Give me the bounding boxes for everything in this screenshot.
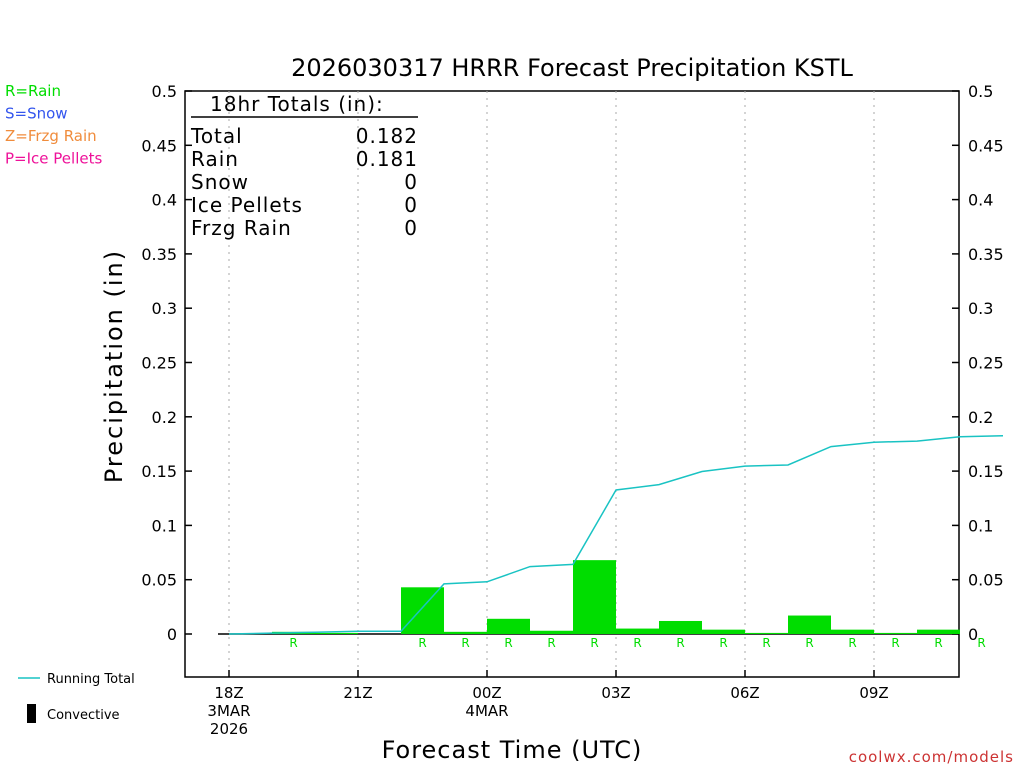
y-tick-label-left: 0.1 bbox=[152, 516, 177, 535]
precip-type-label: R bbox=[934, 636, 942, 650]
totals-row-value: 0 bbox=[404, 216, 418, 240]
credit-text: coolwx.com/models bbox=[849, 748, 1014, 766]
convective-legend-label: Convective bbox=[47, 708, 120, 723]
rain-bar bbox=[917, 629, 960, 634]
totals-row-label: Total bbox=[190, 124, 243, 148]
rain-bar bbox=[530, 630, 573, 634]
y-tick-label-left: 0 bbox=[167, 625, 177, 644]
y-tick-label-left: 0.15 bbox=[141, 462, 177, 481]
precip-type-legend-item: P=Ice Pellets bbox=[5, 150, 102, 168]
precip-type-legend-item: S=Snow bbox=[5, 105, 68, 123]
totals-heading: 18hr Totals (in): bbox=[210, 92, 384, 116]
rain-bar bbox=[444, 631, 487, 634]
y-tick-label-left: 0.5 bbox=[152, 82, 177, 101]
y-tick-label-left: 0.05 bbox=[141, 571, 177, 590]
precip-type-label: R bbox=[590, 636, 598, 650]
rain-bars bbox=[272, 560, 960, 634]
x-tick-label: 09Z bbox=[859, 684, 888, 702]
running-total-line bbox=[228, 434, 1004, 635]
totals-row-label: Rain bbox=[191, 147, 239, 171]
y-tick-label-right: 0.1 bbox=[968, 516, 993, 535]
totals-row-label: Snow bbox=[191, 170, 249, 194]
totals-row-label: Frzg Rain bbox=[191, 216, 292, 240]
precip-type-label: R bbox=[977, 636, 985, 650]
rain-bar bbox=[659, 620, 702, 634]
totals-row-value: 0.181 bbox=[356, 147, 418, 171]
precip-type-label: R bbox=[633, 636, 641, 650]
y-tick-label-left: 0.45 bbox=[141, 136, 177, 155]
totals-row-value: 0 bbox=[404, 170, 418, 194]
precip-type-label: R bbox=[676, 636, 684, 650]
convective-legend-swatch bbox=[27, 704, 36, 723]
totals-row-value: 0.182 bbox=[356, 124, 418, 148]
y-tick-label-left: 0.3 bbox=[152, 299, 177, 318]
plot-frame bbox=[184, 90, 960, 678]
totals-row-label: Ice Pellets bbox=[191, 193, 303, 217]
rain-bar bbox=[487, 618, 530, 634]
x-tick-label: 03Z bbox=[601, 684, 630, 702]
y-tick-label-left: 0.2 bbox=[152, 408, 177, 427]
y-axis-right: 0.5 0.45 0.4 0.35 0.3 0.25 0.2 0.15 0.1 0.05 0 bbox=[952, 82, 1004, 644]
y-tick-label-right: 0.2 bbox=[968, 408, 993, 427]
x-tick-label: 21Z bbox=[343, 684, 372, 702]
x-tick-label: 3MAR bbox=[207, 702, 250, 720]
grid-lines bbox=[228, 91, 875, 677]
rain-bar bbox=[788, 615, 831, 634]
y-tick-label-right: 0 bbox=[968, 625, 978, 644]
y-tick-label-left: 0.25 bbox=[141, 354, 177, 373]
precip-type-label: R bbox=[891, 636, 899, 650]
chart-title: 2026030317 HRRR Forecast Precipitation K… bbox=[291, 54, 853, 82]
y-tick-label-right: 0.05 bbox=[968, 571, 1004, 590]
precip-type-label: R bbox=[805, 636, 813, 650]
rain-bar bbox=[831, 629, 874, 634]
rain-bar bbox=[702, 629, 745, 634]
y-tick-label-right: 0.25 bbox=[968, 354, 1004, 373]
x-axis-label: Forecast Time (UTC) bbox=[382, 736, 643, 764]
x-tick-label: 2026 bbox=[210, 720, 248, 738]
rain-bar bbox=[874, 632, 917, 634]
y-tick-label-left: 0.35 bbox=[141, 245, 177, 264]
precip-type-label: R bbox=[547, 636, 555, 650]
x-tick-label: 00Z bbox=[472, 684, 501, 702]
rain-bar bbox=[616, 628, 659, 634]
rain-bar bbox=[745, 632, 788, 634]
y-tick-label-left: 0.4 bbox=[152, 191, 177, 210]
y-axis-label: Precipitation (in) bbox=[100, 249, 128, 483]
y-tick-label-right: 0.5 bbox=[968, 82, 993, 101]
y-axis-left: 0.5 0.45 0.4 0.35 0.3 0.25 0.2 0.15 0.1 0.05 0 bbox=[141, 82, 192, 644]
precip-type-legend: R=Rain S=Snow Z=Frzg Rain P=Ice Pellets bbox=[5, 82, 102, 168]
totals-box: 18hr Totals (in): Total 0.182 Rain 0.181 Snow… bbox=[190, 92, 418, 240]
precip-type-legend-item: Z=Frzg Rain bbox=[5, 127, 97, 145]
totals-row-value: 0 bbox=[404, 193, 418, 217]
precip-type-label: R bbox=[719, 636, 727, 650]
precip-type-label: R bbox=[461, 636, 469, 650]
precip-type-label: R bbox=[289, 636, 297, 650]
precip-type-label: R bbox=[762, 636, 770, 650]
y-tick-label-right: 0.15 bbox=[968, 462, 1004, 481]
y-tick-label-right: 0.35 bbox=[968, 245, 1004, 264]
precip-type-label: R bbox=[504, 636, 512, 650]
rain-bar bbox=[401, 587, 444, 634]
y-tick-label-right: 0.3 bbox=[968, 299, 993, 318]
precip-type-label: R bbox=[418, 636, 426, 650]
y-tick-label-right: 0.45 bbox=[968, 136, 1004, 155]
x-tick-label: 06Z bbox=[730, 684, 759, 702]
precip-type-legend-item: R=Rain bbox=[5, 82, 61, 100]
precip-type-label: R bbox=[848, 636, 856, 650]
y-tick-label-right: 0.4 bbox=[968, 191, 993, 210]
rain-bar bbox=[573, 560, 616, 634]
x-tick-label: 18Z bbox=[214, 684, 243, 702]
running-total-legend-label: Running Total bbox=[47, 672, 135, 687]
rain-bar bbox=[315, 632, 358, 634]
x-tick-label: 4MAR bbox=[465, 702, 508, 720]
